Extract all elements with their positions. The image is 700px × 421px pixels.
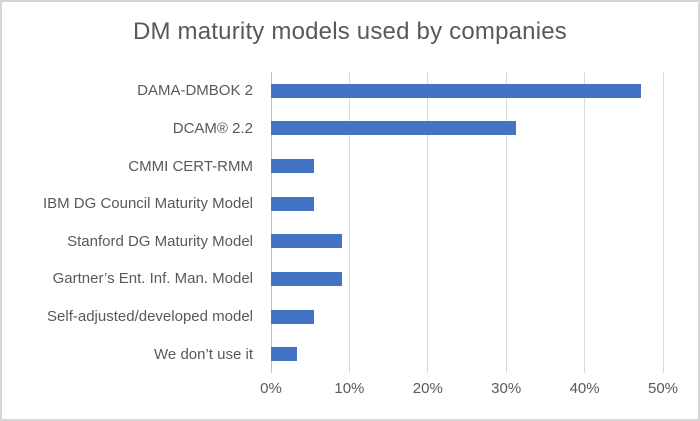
gridline [662,72,664,373]
bar-track [271,159,663,174]
bar [271,196,315,211]
bar [271,309,315,324]
bar-track [271,309,663,324]
bar-track [271,347,663,362]
chart-title: DM maturity models used by companies [132,18,568,45]
bar [271,271,342,286]
bar-row: IBM DG Council Maturity Model [10,185,663,223]
category-label: Stanford DG Maturity Model [67,232,253,250]
category-label: Self-adjusted/developed model [47,308,253,326]
x-tick-label: 50% [647,380,679,397]
category-label: We don’t use it [154,345,253,363]
bar [271,234,342,249]
bar-track [271,83,663,98]
bar-row: Stanford DG Maturity Model [10,223,663,261]
bar [271,159,315,174]
category-label: DCAM® 2.2 [172,119,253,137]
x-axis: 0% 10% 20% 30% 40% 50% [260,380,678,402]
bar-row: We don’t use it [10,335,663,373]
gridline [348,72,350,373]
bar-rows: DAMA-DMBOK 2 DCAM® 2.2 CMMI CERT-RMM IBM DG… [10,72,663,373]
plot-area [270,72,664,373]
bar [271,83,642,98]
category-label: DAMA-DMBOK 2 [137,82,253,100]
x-tick-label: 20% [412,380,443,397]
bar-row: DAMA-DMBOK 2 [10,72,663,110]
bar-row: CMMI CERT-RMM [10,147,663,185]
bar-row: Self-adjusted/developed model [10,298,663,336]
category-label: Gartner’s Ent. Inf. Man. Model [52,270,253,288]
x-tick-label: 40% [569,380,600,397]
bar-row: Gartner’s Ent. Inf. Man. Model [10,260,663,298]
gridline [584,72,586,373]
y-axis-line [270,72,272,373]
bar-track [271,121,663,136]
bar-track [271,196,663,211]
x-tick-label: 10% [334,380,365,397]
bar-row: DCAM® 2.2 [10,110,663,148]
bar-track [271,234,663,249]
gridline [427,72,429,373]
bar [271,347,297,362]
category-label: CMMI CERT-RMM [128,157,253,175]
category-label: IBM DG Council Maturity Model [42,195,253,213]
gridline [505,72,507,373]
bar [271,121,517,136]
x-tick-label: 30% [491,380,522,397]
bar-track [271,271,663,286]
x-tick-label: 0% [260,380,282,397]
